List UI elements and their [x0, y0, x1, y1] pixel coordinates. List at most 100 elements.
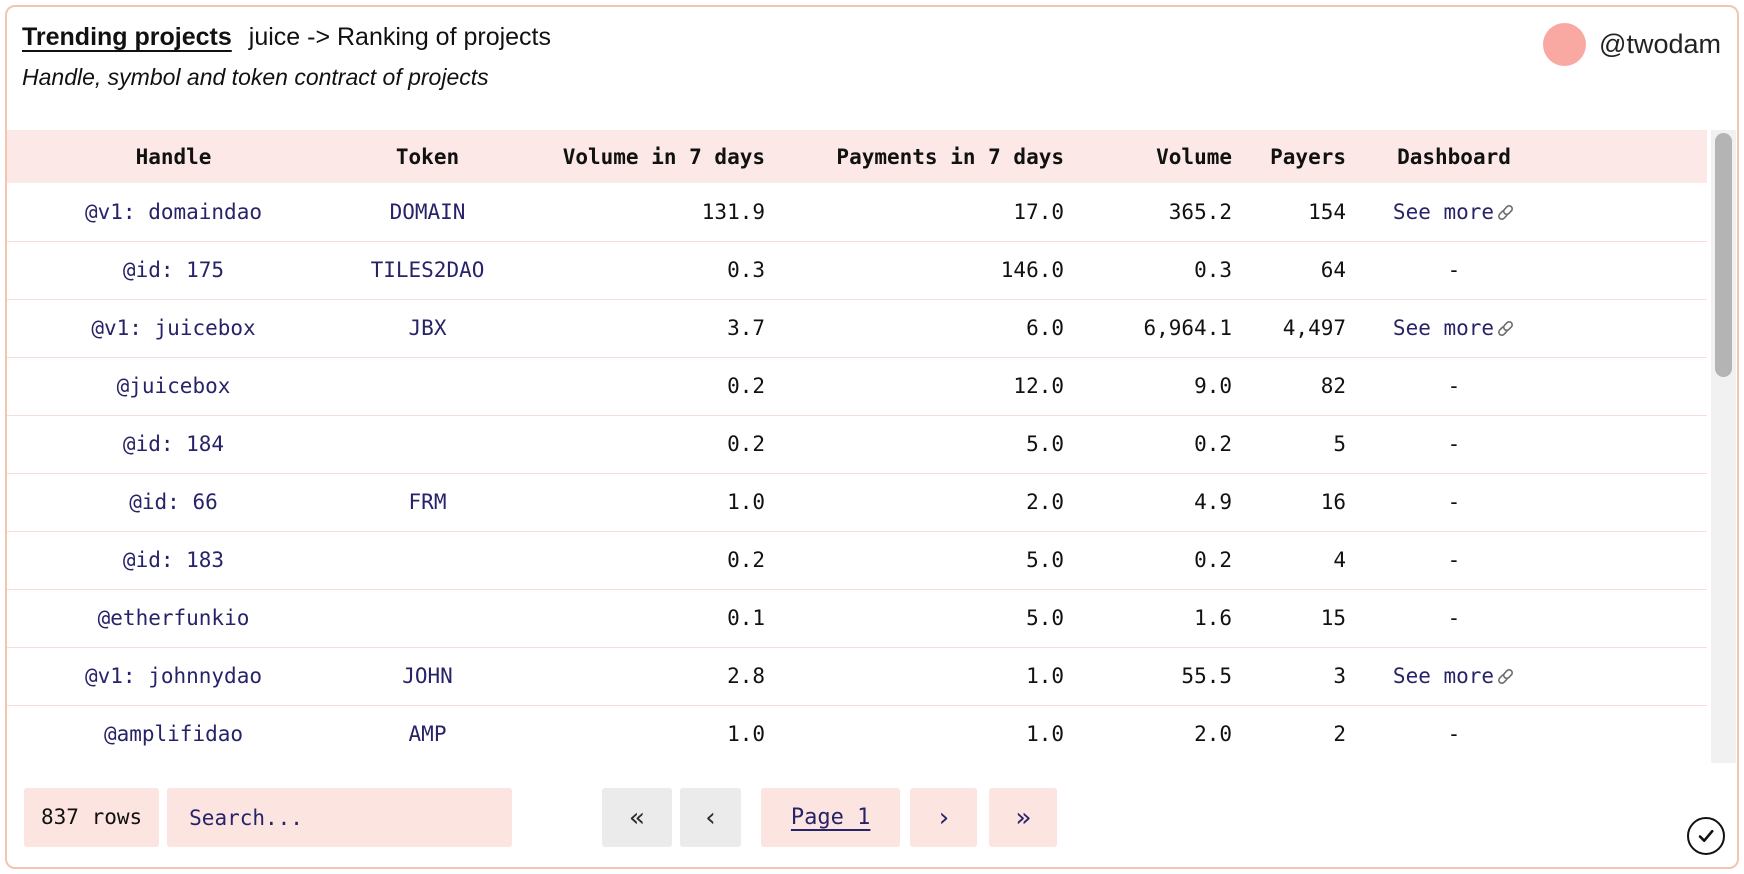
volume-cell: 0.2 [1194, 548, 1232, 572]
payers-cell: 5 [1333, 432, 1346, 456]
payments-7d-cell: 12.0 [1013, 374, 1064, 398]
payments-7d-cell: 1.0 [1026, 722, 1064, 747]
volume-7d-cell: 1.0 [727, 722, 765, 747]
page-title-suffix: juice -> Ranking of projects [248, 23, 551, 51]
handle-link[interactable]: @id: 66 [129, 490, 218, 514]
filler-cell [1550, 241, 1707, 299]
payments-7d-cell: 6.0 [1026, 316, 1064, 340]
volume-cell: 0.3 [1194, 258, 1232, 282]
payers-cell: 64 [1320, 258, 1346, 282]
table-row: @amplifidao AMP 1.0 1.0 2.0 2 - [7, 705, 1707, 763]
title-line: Trending projects juice -> Ranking of pr… [22, 23, 551, 52]
token-cell[interactable]: FRM [408, 490, 447, 514]
dashboard-cell: - [1447, 490, 1461, 514]
page-subtitle: Handle, symbol and token contract of pro… [22, 64, 489, 90]
token-cell [340, 589, 515, 647]
pagination-current-page[interactable]: Page 1 [761, 788, 901, 847]
handle-link[interactable]: @v1: domaindao [84, 199, 262, 224]
filler-cell [1550, 415, 1707, 473]
filler-cell [1550, 357, 1707, 415]
handle-link[interactable]: @id: 183 [122, 548, 225, 572]
handle-link[interactable]: @juicebox [116, 374, 231, 398]
volume-cell: 55.5 [1181, 664, 1232, 688]
projects-table: Handle Token Volume in 7 days Payments in 7… [7, 130, 1707, 763]
filler-cell [1550, 647, 1707, 705]
payers-cell: 15 [1320, 606, 1346, 630]
volume-7d-cell: 0.3 [727, 258, 765, 282]
filler-cell [1550, 183, 1707, 241]
search-input[interactable] [167, 788, 513, 847]
dashboard-cell: - [1447, 606, 1461, 630]
token-cell[interactable]: AMP [408, 722, 447, 747]
payments-7d-cell: 17.0 [1013, 199, 1064, 224]
pagination-next-button[interactable]: › [910, 788, 978, 847]
payments-7d-cell: 2.0 [1026, 490, 1064, 514]
payers-cell: 3 [1333, 664, 1346, 688]
volume-7d-cell: 1.0 [727, 490, 765, 514]
handle-link[interactable]: @id: 184 [122, 432, 225, 456]
filler-cell [1550, 705, 1707, 763]
payments-7d-cell: 5.0 [1026, 432, 1064, 456]
volume-7d-cell: 131.9 [701, 199, 765, 224]
payers-cell: 82 [1320, 374, 1346, 398]
filler-cell [1550, 473, 1707, 531]
filler-cell [1550, 531, 1707, 589]
table-row: @id: 175 TILES2DAO 0.3 146.0 0.3 64 - [7, 241, 1707, 299]
projects-table-area: Handle Token Volume in 7 days Payments in 7… [7, 130, 1737, 763]
column-header-payers: Payers [1244, 130, 1358, 183]
vertical-scrollbar[interactable] [1711, 130, 1736, 763]
volume-cell: 6,964.1 [1143, 316, 1232, 340]
dashboard-cell: - [1447, 548, 1461, 572]
scrollbar-thumb[interactable] [1715, 133, 1732, 377]
table-row: @v1: juicebox JBX 3.7 6.0 6,964.1 4,497 See mo… [7, 299, 1707, 357]
payers-cell: 4 [1333, 548, 1346, 572]
pagination-first-button[interactable]: « [602, 788, 673, 847]
chain-link-icon [1498, 669, 1514, 684]
volume-7d-cell: 0.2 [727, 548, 765, 572]
payers-cell: 154 [1308, 199, 1346, 224]
filler-cell [1550, 299, 1707, 357]
chain-link-icon [1498, 204, 1514, 220]
token-cell[interactable]: TILES2DAO [370, 258, 485, 282]
table-row: @id: 183 0.2 5.0 0.2 4 - [7, 531, 1707, 589]
payments-7d-cell: 1.0 [1026, 664, 1064, 688]
avatar [1543, 23, 1587, 66]
table-row: @id: 66 FRM 1.0 2.0 4.9 16 - [7, 473, 1707, 531]
see-more-link[interactable]: See more [1393, 200, 1515, 224]
handle-link[interactable]: @v1: juicebox [91, 316, 256, 340]
column-header-dashboard: Dashboard [1358, 130, 1550, 183]
payments-7d-cell: 146.0 [1000, 258, 1064, 282]
page-title-link[interactable]: Trending projects [22, 23, 232, 51]
payers-cell: 4,497 [1282, 316, 1346, 340]
handle-link[interactable]: @id: 175 [122, 258, 225, 282]
token-cell[interactable]: JOHN [402, 664, 453, 688]
volume-7d-cell: 0.1 [727, 606, 765, 630]
column-header-volume: Volume [1076, 130, 1244, 183]
handle-link[interactable]: @etherfunkio [97, 606, 250, 630]
volume-7d-cell: 2.8 [727, 664, 765, 688]
volume-cell: 2.0 [1194, 722, 1232, 747]
token-cell[interactable]: JBX [408, 316, 447, 340]
table-header-row: Handle Token Volume in 7 days Payments in 7… [7, 130, 1707, 183]
see-more-link[interactable]: See more [1393, 664, 1515, 688]
volume-cell: 0.2 [1194, 432, 1232, 456]
user-profile[interactable]: @twodam [1543, 23, 1721, 66]
token-cell [340, 531, 515, 589]
check-circle-icon[interactable] [1687, 817, 1725, 855]
column-header-payments_7d: Payments in 7 days [777, 130, 1076, 183]
pagination-last-button[interactable]: » [989, 788, 1058, 847]
table-row: @etherfunkio 0.1 5.0 1.6 15 - [7, 589, 1707, 647]
dashboard-cell: - [1447, 432, 1461, 456]
token-cell[interactable]: DOMAIN [389, 199, 466, 224]
pagination-prev-button[interactable]: ‹ [680, 788, 742, 847]
dashboard-cell: See more [1358, 299, 1550, 357]
see-more-link[interactable]: See more [1393, 316, 1515, 340]
dashboard-cell: - [1447, 722, 1461, 747]
volume-cell: 9.0 [1194, 374, 1232, 398]
chain-link-icon [1498, 321, 1514, 336]
handle-link[interactable]: @amplifidao [103, 722, 244, 747]
handle-link[interactable]: @v1: johnnydao [84, 664, 262, 688]
volume-7d-cell: 3.7 [727, 316, 765, 340]
column-header-token: Token [340, 130, 515, 183]
token-cell [340, 415, 515, 473]
